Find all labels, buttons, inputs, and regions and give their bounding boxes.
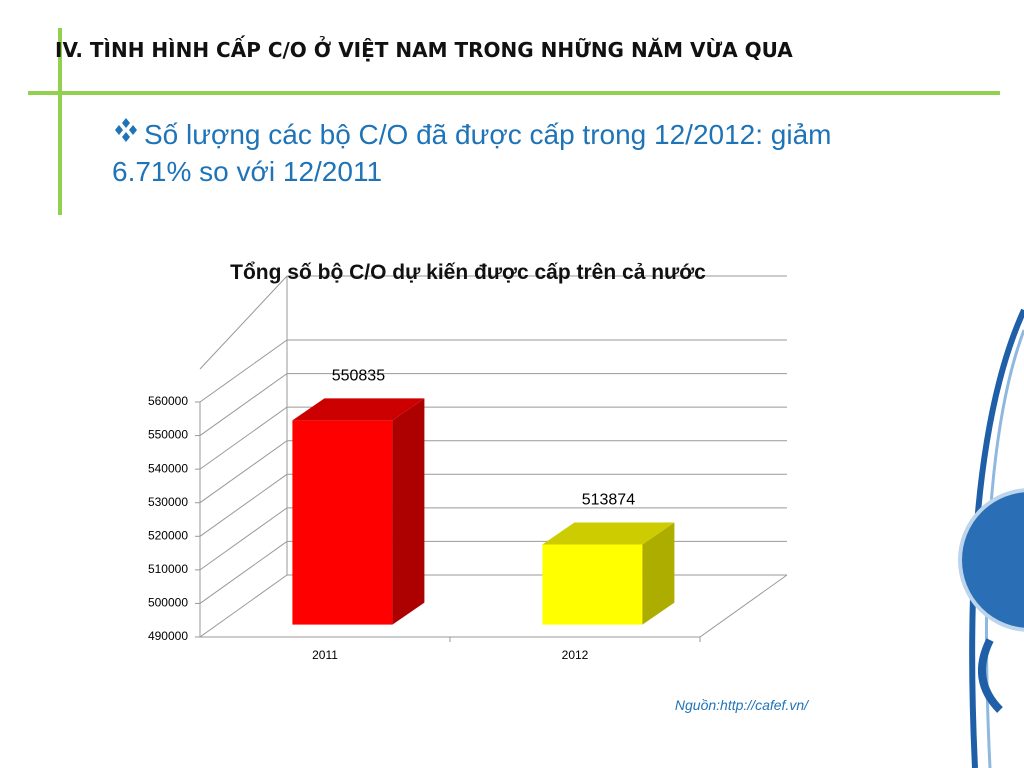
x-tick-label: 2012 xyxy=(562,648,589,662)
wall-edge xyxy=(199,275,787,370)
y-tick-label: 520000 xyxy=(148,528,188,542)
chart-title: Tổng số bộ C/O dự kiến được cấp trên cả … xyxy=(230,261,706,284)
source: Nguồn:http://cafef.vn/ xyxy=(674,697,808,713)
data-label: 513874 xyxy=(582,492,635,509)
y-tick-label: 540000 xyxy=(148,461,188,475)
grid-line xyxy=(199,339,787,403)
bar xyxy=(542,544,643,625)
grid-line xyxy=(199,440,787,504)
floor-edge xyxy=(699,574,788,638)
y-tick-label: 560000 xyxy=(148,394,188,408)
grid-line xyxy=(199,373,787,436)
bar-side xyxy=(392,398,425,625)
y-tick-label: 530000 xyxy=(148,495,188,509)
y-tick-label: 550000 xyxy=(148,428,188,442)
bar-top xyxy=(292,398,425,421)
grid-line xyxy=(199,507,787,571)
data-label: 550835 xyxy=(332,368,385,385)
globe-decoration xyxy=(958,308,1024,768)
grid-line xyxy=(199,574,787,638)
grid-line xyxy=(199,540,787,604)
bullet-text: Số lượng các bộ C/O đã được cấp trong 12… xyxy=(112,116,832,190)
y-tick-label: 490000 xyxy=(148,629,188,643)
bar-side xyxy=(642,522,675,625)
slide-title: IV. TÌNH HÌNH CẤP C/O Ở VIỆT NAM TRONG N… xyxy=(55,38,793,62)
y-tick-label: 500000 xyxy=(148,596,188,610)
grid-line xyxy=(199,406,787,470)
bullet-label: Số lượng các bộ C/O đã được cấp trong 12… xyxy=(112,119,832,187)
y-tick-label: 510000 xyxy=(148,562,188,576)
bullet-icon xyxy=(115,118,137,142)
grid-line xyxy=(199,473,787,537)
bar xyxy=(292,420,393,625)
x-tick-label: 2011 xyxy=(312,648,338,662)
bar-top xyxy=(542,522,675,545)
